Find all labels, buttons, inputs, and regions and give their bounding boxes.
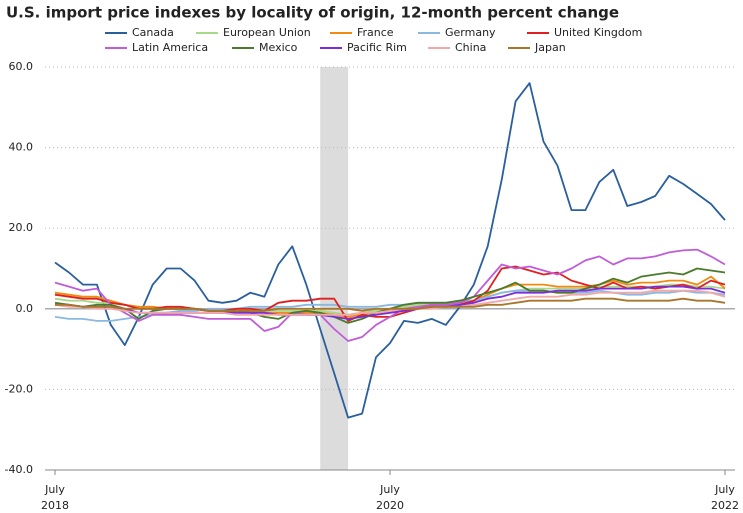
x-tick-year: 2020 <box>376 499 404 512</box>
legend-label: Canada <box>132 26 174 39</box>
legend-label: China <box>455 41 486 54</box>
series-line <box>54 289 726 316</box>
legend-label: European Union <box>223 26 311 39</box>
chart-title: U.S. import price indexes by locality of… <box>6 4 619 22</box>
x-tick-label: July <box>379 483 400 496</box>
legend-label: United Kingdom <box>554 26 642 39</box>
y-tick-label: 40.0 <box>9 141 34 154</box>
y-tick-label: 20.0 <box>9 221 34 234</box>
x-tick-label: July <box>44 483 65 496</box>
legend-label: Germany <box>445 26 496 39</box>
series-line <box>54 82 726 419</box>
x-tick-label: July <box>714 483 735 496</box>
series-line <box>54 248 726 342</box>
legend-label: Japan <box>534 41 566 54</box>
x-tick-year: 2018 <box>41 499 69 512</box>
series-line <box>55 297 726 312</box>
legend-label: Latin America <box>132 41 208 54</box>
shaded-period <box>320 67 349 470</box>
legend-label: France <box>357 26 394 39</box>
x-tick-year: 2022 <box>711 499 739 512</box>
legend-label: Pacific Rim <box>347 41 407 54</box>
y-tick-label: -20.0 <box>5 382 33 395</box>
legend-label: Mexico <box>259 41 298 54</box>
y-tick-label: -40.0 <box>5 463 33 476</box>
y-tick-label: 0.0 <box>16 302 34 315</box>
y-tick-label: 60.0 <box>9 60 34 73</box>
